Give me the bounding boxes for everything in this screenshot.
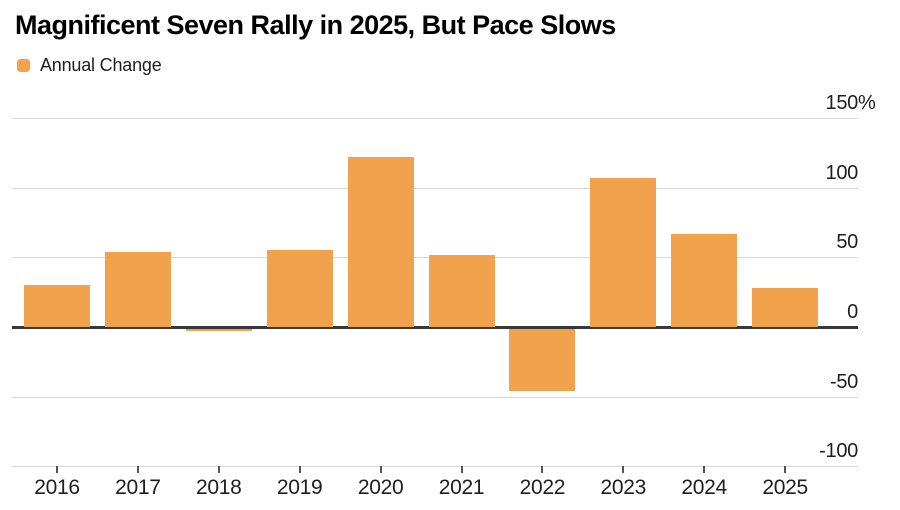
- y-axis-label--50: -50: [829, 370, 858, 393]
- x-tick-2022: [541, 466, 544, 474]
- y-axis-label-100: 100: [825, 161, 859, 184]
- bar-2017: [104, 251, 171, 327]
- x-axis-label-2023: 2023: [600, 476, 647, 500]
- gridline--50: [12, 396, 858, 398]
- y-axis-label-suffix-150: %: [858, 92, 876, 115]
- x-tick-2016: [56, 466, 58, 474]
- gridline-100: [12, 187, 858, 189]
- legend-swatch-icon: [17, 59, 30, 72]
- x-axis-label-2024: 2024: [681, 476, 727, 500]
- x-tick-2023: [622, 466, 625, 474]
- bar-2020: [347, 157, 414, 327]
- gridline--100: [12, 466, 858, 468]
- bar-2021: [428, 254, 495, 327]
- x-tick-2020: [379, 466, 382, 474]
- x-axis-label-2021: 2021: [438, 476, 485, 500]
- bar-2018: [185, 328, 252, 332]
- x-tick-2019: [298, 466, 301, 474]
- x-axis-label-2020: 2020: [357, 476, 404, 500]
- y-axis-label-0: 0: [847, 301, 858, 323]
- gridline-150: [12, 118, 858, 120]
- legend: Annual Change: [17, 55, 162, 76]
- y-axis-label-50: 50: [836, 231, 858, 254]
- chart-title: Magnificent Seven Rally in 2025, But Pac…: [15, 10, 616, 40]
- bar-2023: [590, 178, 657, 327]
- y-axis-label-150: 150: [825, 92, 859, 115]
- y-axis-label--100: -100: [819, 440, 858, 463]
- x-tick-2018: [217, 466, 220, 474]
- x-axis-label-2017: 2017: [115, 476, 161, 500]
- zero-axis-line: [12, 326, 858, 329]
- bar-2016: [24, 285, 90, 327]
- bar-2024: [671, 233, 738, 327]
- x-axis-label-2022: 2022: [519, 476, 566, 500]
- bar-2019: [266, 250, 333, 327]
- x-axis-label-2016: 2016: [34, 476, 80, 500]
- x-axis-label-2025: 2025: [762, 476, 808, 500]
- x-tick-2025: [784, 466, 787, 474]
- x-tick-2024: [703, 466, 706, 474]
- bar-2025: [752, 288, 819, 327]
- legend-label: Annual Change: [40, 55, 162, 75]
- x-tick-2021: [460, 466, 463, 474]
- x-tick-2017: [136, 466, 139, 474]
- x-axis-label-2019: 2019: [276, 476, 323, 500]
- bar-2022: [509, 328, 576, 392]
- x-axis-label-2018: 2018: [196, 476, 242, 500]
